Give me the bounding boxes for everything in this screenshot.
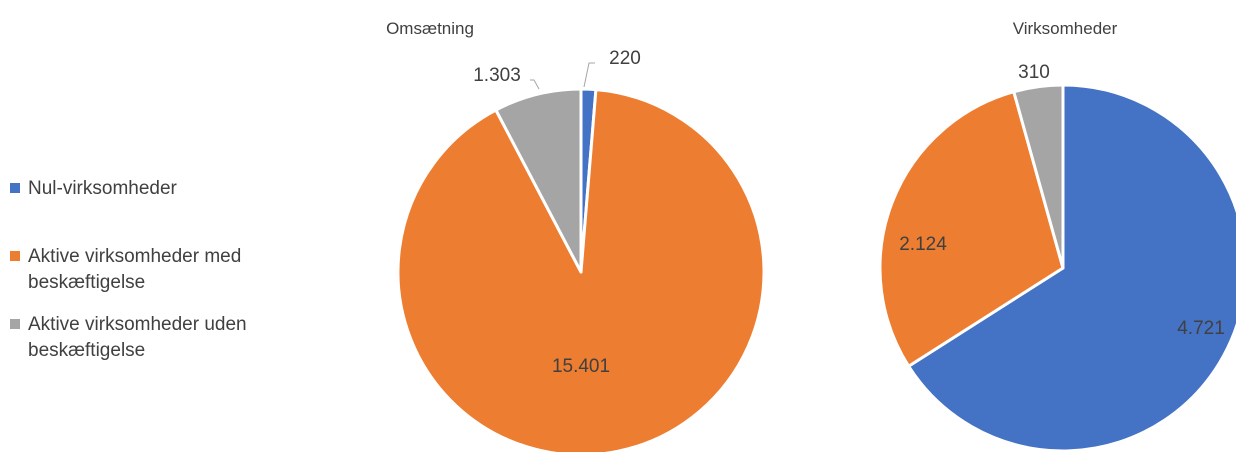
legend-swatch-gray [10, 319, 20, 329]
leader-line [583, 62, 595, 88]
pie-chart-virksomheder: Virksomheder 4.721 2.124 310 [878, 19, 1236, 452]
pie-slice-aktive-uden [1012, 83, 1065, 270]
legend-swatch-orange [10, 251, 20, 261]
pie-slice-nul-virksomheder [907, 83, 1236, 452]
pie-slice-aktive-med [396, 88, 766, 452]
data-label: 1.303 [473, 65, 521, 86]
pie-slice-aktive-med [878, 90, 1065, 368]
legend-label: Nul-virksomheder [28, 178, 177, 199]
legend-label: Aktive virksomheder med beskæftigelse [28, 246, 242, 293]
pie-chart-omsaetning: Omsætning 220 15.401 1.303 [386, 19, 766, 452]
legend-label: Aktive virksomheder uden beskæftigelse [28, 314, 247, 361]
pie-slice-aktive-uden [494, 87, 583, 274]
legend-item-nul-virksomheder: Nul-virksomheder [10, 176, 177, 202]
legend-item-aktive-med: Aktive virksomheder med beskæftigelse [10, 244, 298, 296]
chart-title: Omsætning [386, 19, 474, 38]
chart-title: Virksomheder [1013, 19, 1118, 38]
data-label: 310 [1018, 62, 1050, 83]
data-label: 4.721 [1177, 318, 1225, 339]
leader-line [530, 79, 540, 90]
data-label: 15.401 [552, 356, 610, 377]
legend-item-aktive-uden: Aktive virksomheder uden beskæftigelse [10, 312, 308, 364]
data-label: 220 [609, 48, 641, 69]
data-label: 2.124 [899, 234, 947, 255]
legend-swatch-blue [10, 183, 20, 193]
